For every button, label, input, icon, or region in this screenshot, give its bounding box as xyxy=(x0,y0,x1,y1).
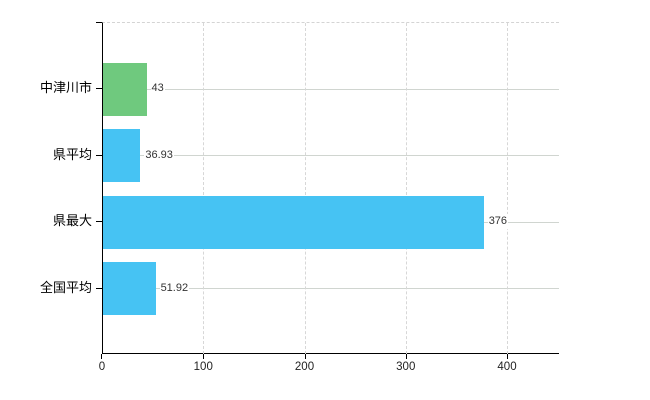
x-axis-tick xyxy=(203,354,205,359)
value-label: 43 xyxy=(150,81,165,97)
v-gridline xyxy=(203,23,205,354)
y-axis-top-tick xyxy=(96,22,102,23)
category-label: 全国平均 xyxy=(39,279,92,295)
y-axis-tick xyxy=(96,88,102,90)
v-gridline xyxy=(507,23,508,354)
bar xyxy=(103,129,141,183)
x-tick-label: 200 xyxy=(294,361,315,373)
h-gridline xyxy=(103,88,559,90)
x-tick-label: 300 xyxy=(396,361,416,373)
v-gridline xyxy=(405,23,407,354)
x-axis-tick xyxy=(304,354,306,359)
y-axis-tick xyxy=(96,221,102,223)
x-tick-label: 100 xyxy=(193,361,213,373)
category-label: 県平均 xyxy=(52,146,92,162)
value-label: 51.92 xyxy=(159,280,190,296)
bar xyxy=(103,62,147,116)
value-label: 36.93 xyxy=(144,147,174,163)
y-axis-tick xyxy=(96,287,102,289)
x-tick-label: 0 xyxy=(98,361,106,373)
category-label: 中津川市 xyxy=(39,80,92,96)
x-tick-label: 400 xyxy=(497,361,517,373)
x-axis-tick xyxy=(101,354,102,359)
h-gridline xyxy=(103,155,559,157)
y-axis-tick xyxy=(96,154,102,156)
category-label: 県最大 xyxy=(52,213,92,229)
bar xyxy=(103,262,156,316)
h-gridline xyxy=(103,288,559,290)
x-axis-tick xyxy=(405,354,407,359)
v-gridline xyxy=(304,23,306,354)
bar xyxy=(103,195,484,249)
x-axis-tick xyxy=(507,354,508,359)
value-label: 376 xyxy=(487,214,509,230)
plot-area: 43 36.93 376 51.92 xyxy=(102,22,559,354)
